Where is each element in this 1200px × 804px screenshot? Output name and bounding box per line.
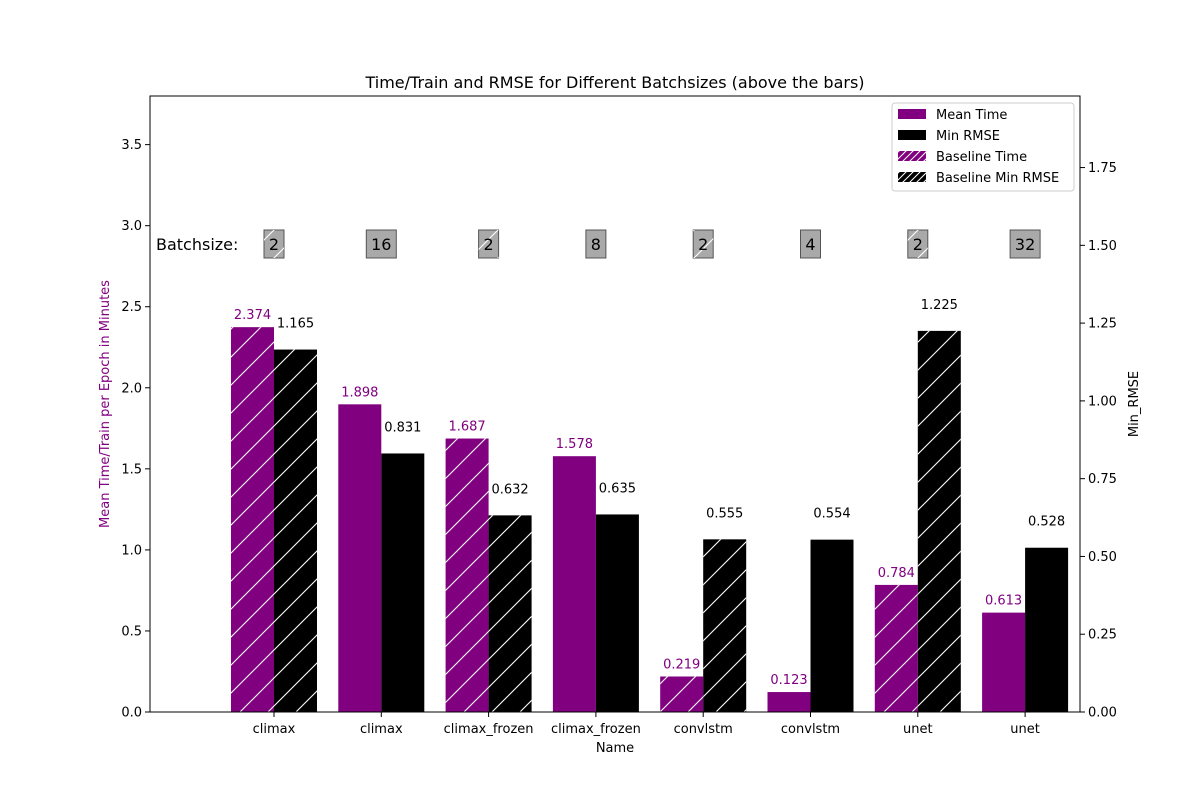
y-tick-label-left: 3.0 xyxy=(121,219,142,234)
y-tick-label-right: 0.50 xyxy=(1088,550,1117,565)
x-tick-label: unet xyxy=(903,722,933,737)
batchsize-value: 8 xyxy=(591,235,601,254)
bar-mean-time-hatch xyxy=(231,327,274,712)
bar-mean-time xyxy=(338,404,382,712)
data-label-min-rmse: 0.528 xyxy=(1028,515,1065,530)
batchsize-value: 2 xyxy=(698,235,708,254)
bar-mean-time-hatch xyxy=(660,676,704,712)
batchsize-badge-hatch xyxy=(907,230,928,258)
x-tick-label: unet xyxy=(1010,722,1040,737)
data-label-min-rmse: 0.632 xyxy=(491,482,528,497)
data-label-mean-time: 0.123 xyxy=(770,673,807,688)
bar-min-rmse-hatch xyxy=(917,330,961,712)
bar-min-rmse xyxy=(810,539,854,712)
data-label-mean-time: 2.374 xyxy=(234,308,271,323)
bar-min-rmse-hatch xyxy=(703,539,747,712)
bar-mean-time-hatch xyxy=(445,438,489,712)
y-tick-label-right: 1.25 xyxy=(1088,317,1117,332)
left-axis-label: Mean Time/Train per Epoch in Minutes xyxy=(98,280,113,528)
batchsize-badge-hatch xyxy=(478,230,499,258)
chart-title: Time/Train and RMSE for Different Batchs… xyxy=(364,73,864,92)
y-tick-label-left: 1.5 xyxy=(121,462,142,477)
data-label-min-rmse: 1.165 xyxy=(277,317,314,332)
y-tick-label-left: 0.0 xyxy=(121,706,142,721)
x-tick-label: climax_frozen xyxy=(444,722,534,737)
y-tick-label-right: 1.75 xyxy=(1088,161,1117,176)
batchsize-label: Batchsize: xyxy=(156,235,238,254)
data-label-mean-time: 0.613 xyxy=(985,594,1022,609)
bar-min-rmse xyxy=(1025,547,1069,712)
plot-area: 0.0 0.5 1.0 1.5 2.0 2.5 3.0 3.5 0.00 0.25 0.50 0.75… xyxy=(121,138,1117,737)
legend-swatch-mean-time xyxy=(898,109,926,119)
y-tick-label-left: 3.5 xyxy=(121,138,142,153)
legend-label-baseline-time: Baseline Time xyxy=(936,150,1027,165)
y-tick-label-left: 1.0 xyxy=(121,543,142,558)
legend: Mean Time Min RMSE Baseline Time Baselin… xyxy=(891,102,1075,192)
legend-label-baseline-rmse: Baseline Min RMSE xyxy=(936,171,1059,186)
bar-mean-time xyxy=(552,456,596,712)
data-label-mean-time: 1.898 xyxy=(341,385,378,400)
bar-mean-time xyxy=(982,612,1026,712)
legend-label-min-rmse: Min RMSE xyxy=(936,129,1000,144)
batchsize-badge xyxy=(365,229,397,259)
data-label-min-rmse: 0.554 xyxy=(813,507,850,522)
plot-frame xyxy=(149,95,1081,713)
x-tick-label: climax xyxy=(253,722,296,737)
x-tick-label: climax xyxy=(360,722,403,737)
x-tick-label: climax_frozen xyxy=(551,722,641,737)
batchsize-value: 32 xyxy=(1015,235,1035,254)
data-label-min-rmse: 0.831 xyxy=(384,420,421,435)
data-label-mean-time: 0.784 xyxy=(878,566,915,581)
y-tick-label-right: 1.50 xyxy=(1088,239,1117,254)
bar-mean-time xyxy=(767,692,811,712)
legend-swatch-baseline-rmse-hatch xyxy=(898,172,926,182)
batchsize-badge xyxy=(1009,229,1041,259)
y-tick-label-left: 2.0 xyxy=(121,381,142,396)
y-tick-label-right: 0.00 xyxy=(1088,706,1117,721)
data-label-min-rmse: 0.635 xyxy=(599,481,636,496)
bar-mean-time-hatch xyxy=(874,584,918,712)
bar-min-rmse xyxy=(381,453,425,712)
data-label-min-rmse: 1.225 xyxy=(921,298,958,313)
legend-box xyxy=(891,102,1075,192)
y-tick-label-left: 0.5 xyxy=(121,624,142,639)
batchsize-badge-hatch xyxy=(264,230,284,258)
data-label-mean-time: 1.687 xyxy=(448,420,485,435)
y-tick-label-right: 0.75 xyxy=(1088,472,1117,487)
batchsize-value: 2 xyxy=(484,235,494,254)
batchsize-value: 2 xyxy=(269,235,279,254)
x-tick-label: convlstm xyxy=(674,722,733,737)
y-tick-label-left: 2.5 xyxy=(121,300,142,315)
y-tick-label-right: 1.00 xyxy=(1088,394,1117,409)
x-tick-label: convlstm xyxy=(781,722,840,737)
x-axis-label: Name xyxy=(596,741,634,756)
batchsize-value: 2 xyxy=(913,235,923,254)
y-tick-label-right: 0.25 xyxy=(1088,628,1117,643)
bar-min-rmse-hatch xyxy=(274,349,317,712)
batchsize-badge-hatch xyxy=(693,230,714,258)
data-label-mean-time: 1.578 xyxy=(556,437,593,452)
data-label-mean-time: 0.219 xyxy=(663,657,700,672)
bar-min-rmse xyxy=(595,514,639,712)
batchsize-value: 4 xyxy=(805,235,815,254)
legend-label-mean-time: Mean Time xyxy=(936,108,1007,123)
data-label-min-rmse: 0.555 xyxy=(706,506,743,521)
right-axis-label: Min_RMSE xyxy=(1127,371,1142,437)
bar-min-rmse-hatch xyxy=(488,515,532,712)
legend-swatch-min-rmse xyxy=(898,130,926,140)
batchsize-badge xyxy=(585,229,607,259)
batchsize-badge xyxy=(800,229,821,259)
legend-swatch-baseline-time-hatch xyxy=(898,151,926,161)
batchsize-value: 16 xyxy=(371,235,391,254)
